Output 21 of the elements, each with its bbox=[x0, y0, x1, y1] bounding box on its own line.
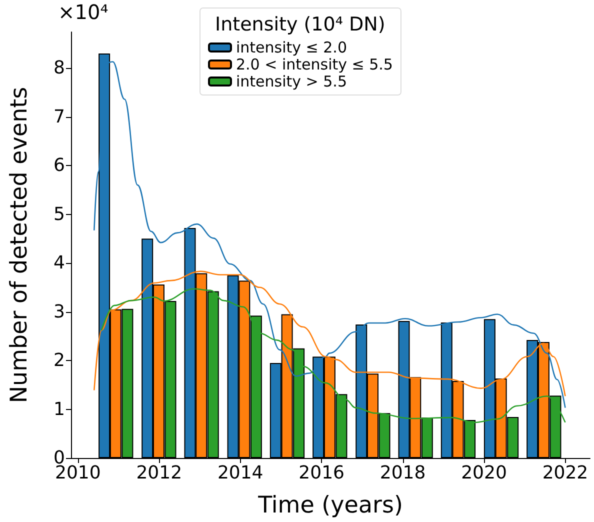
y-tick-label: 4 bbox=[54, 252, 65, 274]
text: ×10⁴ bbox=[58, 0, 108, 24]
x-tick-label: 2014 bbox=[217, 462, 264, 484]
y-tick-label: 6 bbox=[54, 155, 65, 176]
y-tick-label: 1 bbox=[54, 398, 65, 420]
y-axis-title: Number of detected events bbox=[6, 86, 32, 404]
x-tick-label: 2020 bbox=[461, 462, 507, 484]
legend-label: 2.0 < intensity ≤ 5.5 bbox=[236, 56, 393, 74]
x-tick-label: 2012 bbox=[136, 462, 182, 484]
x-tick-label: 2022 bbox=[542, 462, 588, 484]
legend-title: Intensity (10⁴ DN) bbox=[215, 14, 386, 36]
x-axis-title: Time (years) bbox=[257, 492, 403, 518]
y-tick-label: 7 bbox=[54, 106, 65, 128]
x-tick-label: 2016 bbox=[298, 462, 344, 484]
y-tick-label: 2 bbox=[54, 350, 65, 372]
y-tick-label: 8 bbox=[54, 58, 65, 79]
legend-label: intensity ≤ 2.0 bbox=[236, 38, 347, 56]
legend-label: intensity > 5.5 bbox=[236, 72, 347, 90]
x-tick-label: 2018 bbox=[380, 462, 426, 484]
y-tick-label: 3 bbox=[54, 301, 65, 322]
y-tick-label: 5 bbox=[54, 204, 65, 225]
